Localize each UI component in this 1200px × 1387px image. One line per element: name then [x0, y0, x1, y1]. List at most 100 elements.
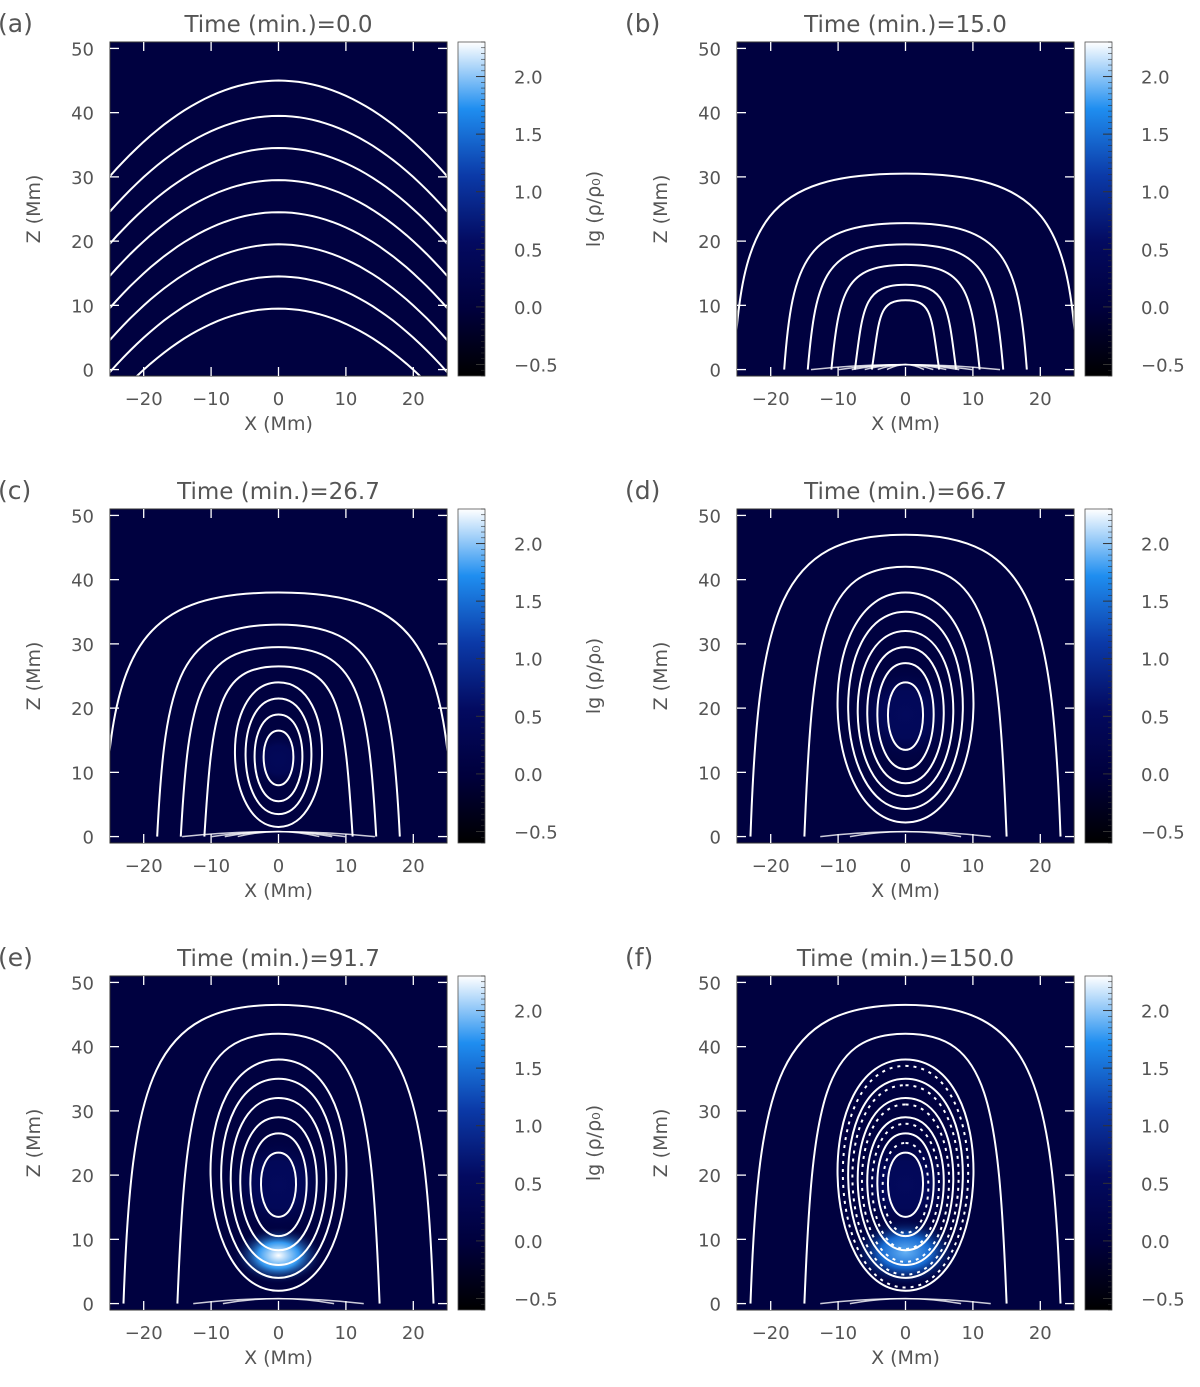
- field-line: [806, 243, 1005, 370]
- panel-label: (b): [625, 9, 660, 38]
- colorbar-tick-label: 0.0: [514, 298, 543, 319]
- density-blob: [850, 1217, 961, 1287]
- y-tick-label: 10: [698, 1230, 721, 1251]
- y-tick-label: 0: [83, 361, 94, 382]
- x-tick-label: −10: [192, 1323, 230, 1344]
- field-line-footpoint: [182, 830, 375, 838]
- field-line: [830, 263, 981, 370]
- y-tick-label: 50: [698, 973, 721, 994]
- field-line: [110, 179, 447, 278]
- y-tick-label: 50: [71, 39, 94, 60]
- colorbar-tick-label: 0.5: [1141, 707, 1170, 728]
- x-tick-label: 10: [961, 1323, 984, 1344]
- field-line: [229, 1097, 328, 1267]
- field-line: [856, 1097, 955, 1267]
- y-axis-label: Z (Mm): [23, 175, 45, 244]
- field-line: [203, 665, 354, 837]
- field-line-footpoint: [820, 1297, 991, 1305]
- y-tick-label: 10: [698, 763, 721, 784]
- colorbar-tick-label: 1.0: [1141, 1117, 1170, 1138]
- colorbar-tick-label: 1.0: [514, 183, 543, 204]
- colorbar-tick-label: 2.0: [1141, 1002, 1170, 1023]
- panel-title: Time (min.)=91.7: [176, 946, 380, 972]
- density-blob: [850, 1132, 961, 1237]
- y-tick-label: 0: [710, 361, 721, 382]
- colorbar-tick-label: −0.5: [514, 822, 558, 843]
- x-tick-label: 0: [900, 1323, 911, 1344]
- x-tick-label: −10: [819, 856, 857, 877]
- field-line: [110, 243, 447, 342]
- x-tick-label: −20: [752, 856, 790, 877]
- field-line: [244, 697, 313, 816]
- field-line: [856, 630, 955, 798]
- field-line: [871, 1122, 940, 1250]
- y-tick-label: 20: [71, 232, 94, 253]
- x-tick-label: 10: [334, 856, 357, 877]
- colorbar-tick-label: 0.0: [514, 1232, 543, 1253]
- field-line: [209, 1058, 348, 1292]
- density-blob: [850, 662, 961, 767]
- x-axis-label: X (Mm): [871, 880, 940, 902]
- colorbar-tick-label: 0.0: [1141, 298, 1170, 319]
- colorbar-tick-label: 0.5: [514, 707, 543, 728]
- colorbar: [1084, 41, 1113, 377]
- y-tick-label: 0: [710, 1295, 721, 1316]
- field-line: [110, 114, 447, 213]
- field-line: [887, 1151, 924, 1218]
- colorbar-tick-label: 0.5: [1141, 1174, 1170, 1195]
- y-tick-label: 40: [698, 1038, 721, 1059]
- x-tick-label: 20: [402, 856, 425, 877]
- field-line: [749, 533, 1062, 837]
- field-line: [749, 1003, 1062, 1304]
- panel-title: Time (min.)=150.0: [796, 946, 1014, 972]
- heatmap-background: [737, 42, 1074, 376]
- colorbar: [1084, 975, 1113, 1311]
- heatmap-background: [110, 42, 447, 376]
- colorbar-tick-label: 1.5: [1141, 592, 1170, 613]
- colorbar-tick-label: 0.5: [514, 240, 543, 261]
- colorbar-tick-label: 1.5: [514, 1059, 543, 1080]
- x-tick-label: 0: [900, 856, 911, 877]
- x-tick-label: 20: [402, 389, 425, 410]
- colorbar-tick-label: −0.5: [1141, 822, 1185, 843]
- field-line: [803, 565, 1008, 837]
- field-line: [803, 1032, 1008, 1304]
- field-line: [861, 1103, 950, 1263]
- field-line: [870, 299, 941, 370]
- y-tick-label: 10: [698, 296, 721, 317]
- colorbar: [457, 41, 486, 377]
- colorbar-tick-label: −0.5: [1141, 355, 1185, 376]
- x-tick-label: −20: [125, 1323, 163, 1344]
- field-line: [876, 662, 935, 771]
- colorbar-tick-label: 2.0: [1141, 68, 1170, 89]
- y-tick-label: 50: [698, 506, 721, 527]
- x-tick-label: −20: [125, 389, 163, 410]
- field-line: [887, 681, 924, 751]
- field-line: [847, 610, 964, 810]
- colorbar: [457, 975, 486, 1311]
- y-tick-label: 50: [71, 973, 94, 994]
- panel-f: −20 −10 0 10 20 0 10 20 30 40 50 Time (min.)=150.0 (…: [625, 943, 1185, 1369]
- field-line: [220, 1077, 337, 1279]
- colorbar-tick-label: 2.0: [514, 535, 543, 556]
- x-axis-label: X (Mm): [871, 1347, 940, 1369]
- field-line: [783, 222, 1028, 370]
- colorbar-tick-label: 1.5: [514, 592, 543, 613]
- field-line: [876, 1132, 935, 1238]
- y-tick-label: 30: [698, 168, 721, 189]
- colorbar-tick-label: −0.5: [514, 1289, 558, 1310]
- colorbar-tick-label: 0.0: [1141, 765, 1170, 786]
- x-tick-label: 0: [273, 389, 284, 410]
- x-tick-label: 10: [334, 1323, 357, 1344]
- panel-c: −20 −10 0 10 20 0 10 20 30 40 50 Time (min.)=26.7 (c…: [0, 476, 605, 902]
- y-tick-label: 30: [71, 1102, 94, 1123]
- colorbar-tick-label: −0.5: [514, 355, 558, 376]
- panel-title: Time (min.)=66.7: [803, 479, 1007, 505]
- y-tick-label: 20: [71, 1166, 94, 1187]
- x-tick-label: −20: [752, 1323, 790, 1344]
- x-tick-label: 20: [1029, 389, 1052, 410]
- x-tick-label: 0: [273, 1323, 284, 1344]
- y-tick-label: 10: [71, 1230, 94, 1251]
- y-tick-label: 30: [71, 168, 94, 189]
